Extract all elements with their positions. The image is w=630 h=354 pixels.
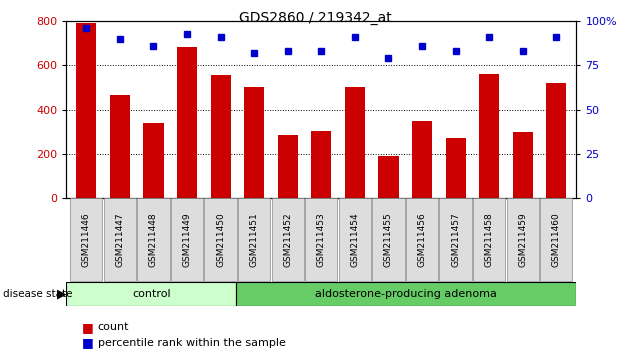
- FancyBboxPatch shape: [70, 198, 103, 281]
- Bar: [244, 86, 264, 198]
- Text: ▶: ▶: [57, 288, 67, 301]
- Text: ■: ■: [82, 321, 94, 334]
- Text: ■: ■: [82, 336, 94, 349]
- Text: percentile rank within the sample: percentile rank within the sample: [98, 338, 285, 348]
- Text: GSM211447: GSM211447: [115, 212, 124, 267]
- Text: control: control: [132, 289, 171, 299]
- Bar: [513, 132, 533, 198]
- Text: GSM211451: GSM211451: [249, 212, 259, 267]
- Text: aldosterone-producing adenoma: aldosterone-producing adenoma: [316, 289, 497, 299]
- FancyBboxPatch shape: [205, 198, 237, 281]
- Bar: [412, 121, 432, 198]
- Bar: [479, 74, 499, 198]
- FancyBboxPatch shape: [238, 198, 270, 281]
- FancyBboxPatch shape: [104, 198, 136, 281]
- FancyBboxPatch shape: [406, 198, 438, 281]
- Text: GSM211446: GSM211446: [82, 212, 91, 267]
- Bar: [66, 282, 236, 306]
- FancyBboxPatch shape: [305, 198, 338, 281]
- Text: GSM211450: GSM211450: [216, 212, 225, 267]
- FancyBboxPatch shape: [507, 198, 539, 281]
- Bar: [110, 95, 130, 198]
- Bar: [311, 131, 331, 198]
- FancyBboxPatch shape: [540, 198, 573, 281]
- Text: GSM211459: GSM211459: [518, 212, 527, 267]
- Bar: [345, 86, 365, 198]
- FancyBboxPatch shape: [339, 198, 371, 281]
- Bar: [76, 23, 96, 198]
- Bar: [278, 135, 298, 198]
- Bar: [210, 75, 231, 198]
- Text: count: count: [98, 322, 129, 332]
- Bar: [379, 155, 399, 198]
- Bar: [144, 122, 164, 198]
- FancyBboxPatch shape: [137, 198, 169, 281]
- Text: GSM211454: GSM211454: [350, 212, 359, 267]
- Bar: [177, 47, 197, 198]
- Text: disease state: disease state: [3, 289, 72, 299]
- FancyBboxPatch shape: [473, 198, 505, 281]
- Text: GSM211449: GSM211449: [183, 212, 192, 267]
- Bar: [236, 282, 576, 306]
- FancyBboxPatch shape: [372, 198, 404, 281]
- FancyBboxPatch shape: [171, 198, 203, 281]
- Text: GSM211457: GSM211457: [451, 212, 460, 267]
- Text: GSM211453: GSM211453: [317, 212, 326, 267]
- Bar: [546, 83, 566, 198]
- Text: GSM211448: GSM211448: [149, 212, 158, 267]
- Bar: [445, 138, 466, 198]
- Text: GSM211455: GSM211455: [384, 212, 393, 267]
- Text: GSM211452: GSM211452: [284, 212, 292, 267]
- FancyBboxPatch shape: [272, 198, 304, 281]
- Text: GSM211456: GSM211456: [418, 212, 427, 267]
- FancyBboxPatch shape: [440, 198, 472, 281]
- Text: GSM211460: GSM211460: [552, 212, 561, 267]
- Text: GDS2860 / 219342_at: GDS2860 / 219342_at: [239, 11, 391, 25]
- Text: GSM211458: GSM211458: [484, 212, 494, 267]
